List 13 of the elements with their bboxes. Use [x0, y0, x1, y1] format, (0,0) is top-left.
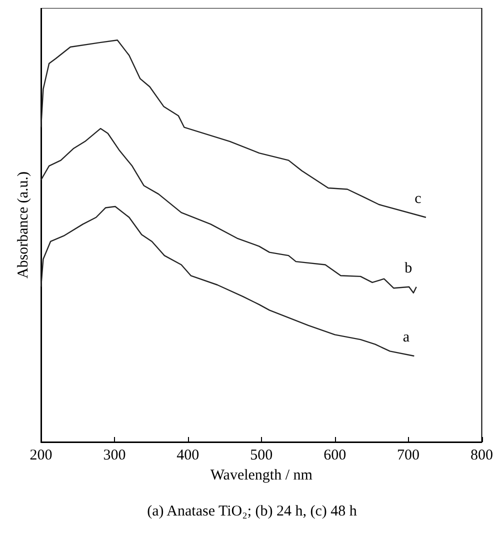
series-label: c: [414, 190, 422, 207]
x-tick-label: 500: [250, 448, 273, 464]
x-tick-label: 200: [30, 448, 52, 464]
y-axis-title: Absorbance (a.u.): [16, 171, 32, 279]
text: (a) Anatase TiO₂; (b) 24 h, (c) 48 h: [147, 504, 358, 520]
series-label: b: [404, 260, 412, 276]
x-tick-label: 700: [397, 448, 420, 464]
x-tick-label: 400: [176, 448, 200, 464]
series-label: a: [402, 330, 410, 346]
x-tick-label: 600: [324, 448, 346, 464]
x-tick-label: 800: [470, 448, 493, 464]
x-tick-label: 300: [103, 448, 126, 464]
x-axis-title: Wavelength / nm: [210, 467, 313, 484]
